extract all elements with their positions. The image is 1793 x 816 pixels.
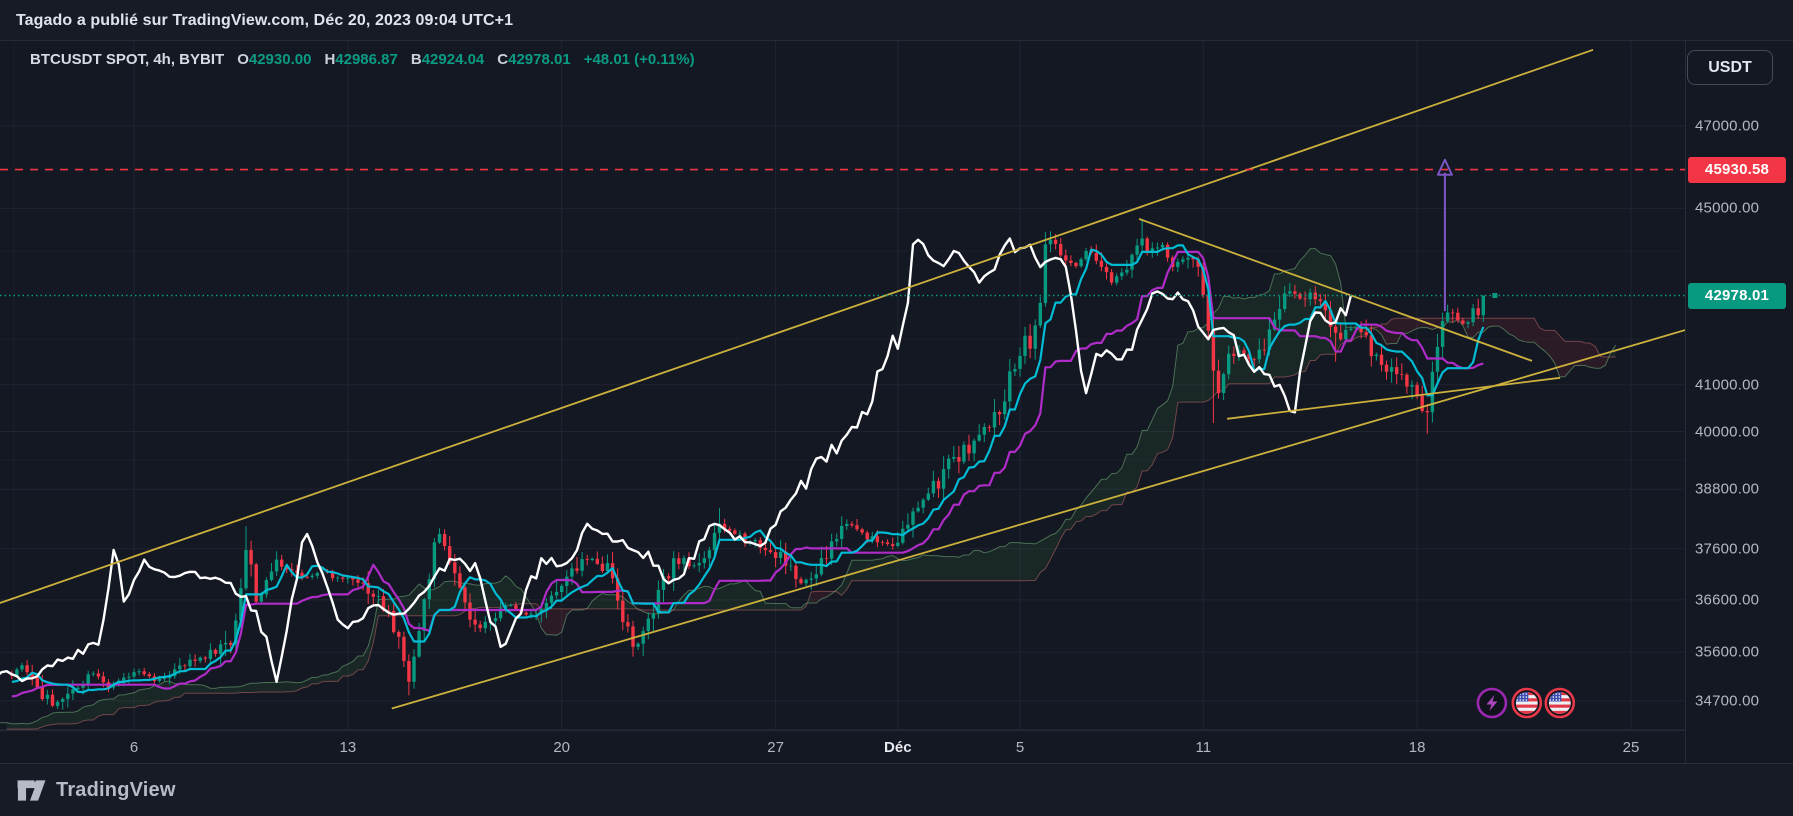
time-axis[interactable]: 6 13 20 27 Déc 5 11 18 25: [0, 730, 1685, 764]
price-axis-label: 37600.00: [1695, 540, 1760, 558]
price-axis-label: 38800.00: [1695, 480, 1760, 498]
price-axis-label: 36600.00: [1695, 591, 1760, 609]
time-axis-label: 6: [129, 739, 139, 756]
ohlc-low: B42924.04: [410, 50, 485, 68]
time-axis-label: Déc: [884, 739, 912, 756]
publish-header: Tagado a publié sur TradingView.com, Déc…: [0, 0, 1793, 40]
arrow-head: [1436, 158, 1453, 176]
ascending-channel-top[interactable]: [0, 48, 1594, 604]
economic-event-lightning-icon[interactable]: [1476, 687, 1508, 719]
symbol-legend: BTCUSDT SPOT, 4h, BYBIT O42930.00 H42986…: [30, 48, 695, 70]
price-axis-label: 45000.00: [1695, 199, 1760, 217]
price-axis-label: 40000.00: [1695, 423, 1760, 440]
currency-toggle-button[interactable]: USDT: [1687, 50, 1773, 85]
price-axis-label: 47000.00: [1695, 117, 1760, 135]
chart-area[interactable]: BTCUSDT SPOT, 4h, BYBIT O42930.00 H42986…: [0, 40, 1685, 763]
economic-event-us-flag-icon[interactable]: [1544, 687, 1576, 719]
long-ascending-support[interactable]: [391, 329, 1685, 710]
ohlc-close: C42978.01: [497, 50, 571, 68]
time-axis-label: 20: [553, 739, 571, 756]
last-price-badge: 42978.01: [1688, 282, 1786, 309]
publish-text: Tagado a publié sur TradingView.com, Déc…: [16, 12, 514, 29]
triangle-support[interactable]: [1226, 376, 1561, 420]
price-axis[interactable]: USDT 45930.58 42978.01 47000.00 45000.00 4…: [1685, 40, 1793, 763]
brand-name[interactable]: TradingView: [56, 778, 176, 801]
footer: TradingView: [0, 763, 1793, 816]
alert-price-badge: 45930.58: [1688, 156, 1786, 183]
change-readout: +48.01 (+0.11%): [583, 50, 695, 68]
economic-event-us-flag-icon[interactable]: [1511, 687, 1543, 719]
time-axis-label: 11: [1195, 739, 1212, 756]
ohlc-high: H42986.87: [324, 50, 398, 68]
time-axis-label: 25: [1622, 739, 1640, 756]
price-axis-label: 34700.00: [1695, 692, 1760, 710]
symbol-title[interactable]: BTCUSDT SPOT, 4h, BYBIT: [30, 50, 225, 68]
time-axis-label: 27: [767, 739, 784, 756]
time-axis-label: 18: [1408, 739, 1426, 756]
descending-wedge-resistance[interactable]: [1138, 218, 1533, 362]
price-axis-label: 41000.00: [1695, 376, 1760, 394]
last-close-marker: [1492, 293, 1498, 298]
price-chart-canvas[interactable]: [0, 41, 1685, 764]
tradingview-logo-icon[interactable]: [16, 778, 47, 803]
time-axis-label: 5: [1015, 739, 1025, 756]
time-axis-label: 13: [339, 739, 357, 756]
ohlc-open: O42930.00: [237, 50, 312, 68]
price-axis-label: 35600.00: [1695, 643, 1760, 661]
